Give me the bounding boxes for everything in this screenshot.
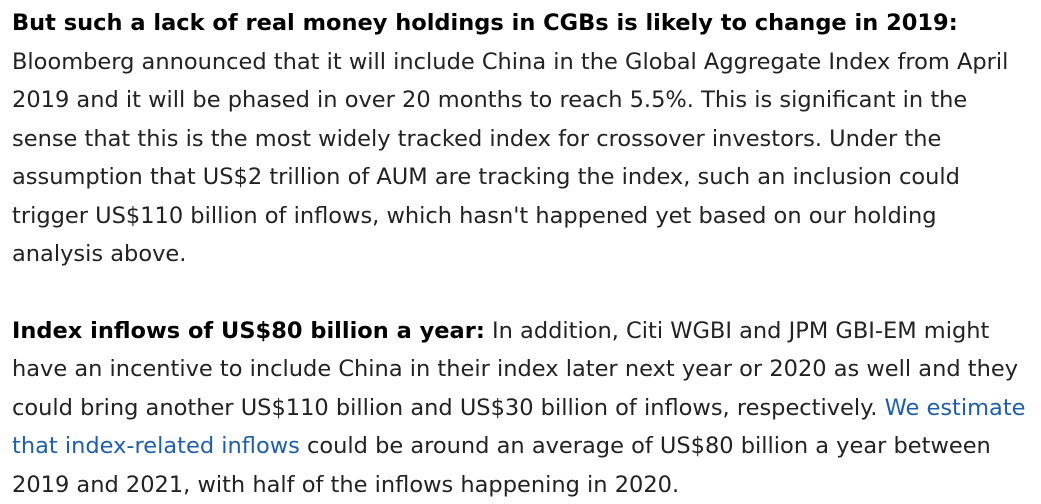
paragraph-index-inflows: Index inflows of US$80 billion a year: I… bbox=[12, 312, 1033, 504]
paragraph-lead-cgb-holdings: But such a lack of real money holdings i… bbox=[12, 10, 958, 36]
paragraph-cgb-holdings: But such a lack of real money holdings i… bbox=[12, 4, 1033, 274]
paragraph-body-cgb-holdings: Bloomberg announced that it will include… bbox=[12, 49, 1008, 268]
paragraph-lead-index-inflows: Index inflows of US$80 billion a year: bbox=[12, 318, 485, 344]
document-page: But such a lack of real money holdings i… bbox=[0, 0, 1041, 472]
